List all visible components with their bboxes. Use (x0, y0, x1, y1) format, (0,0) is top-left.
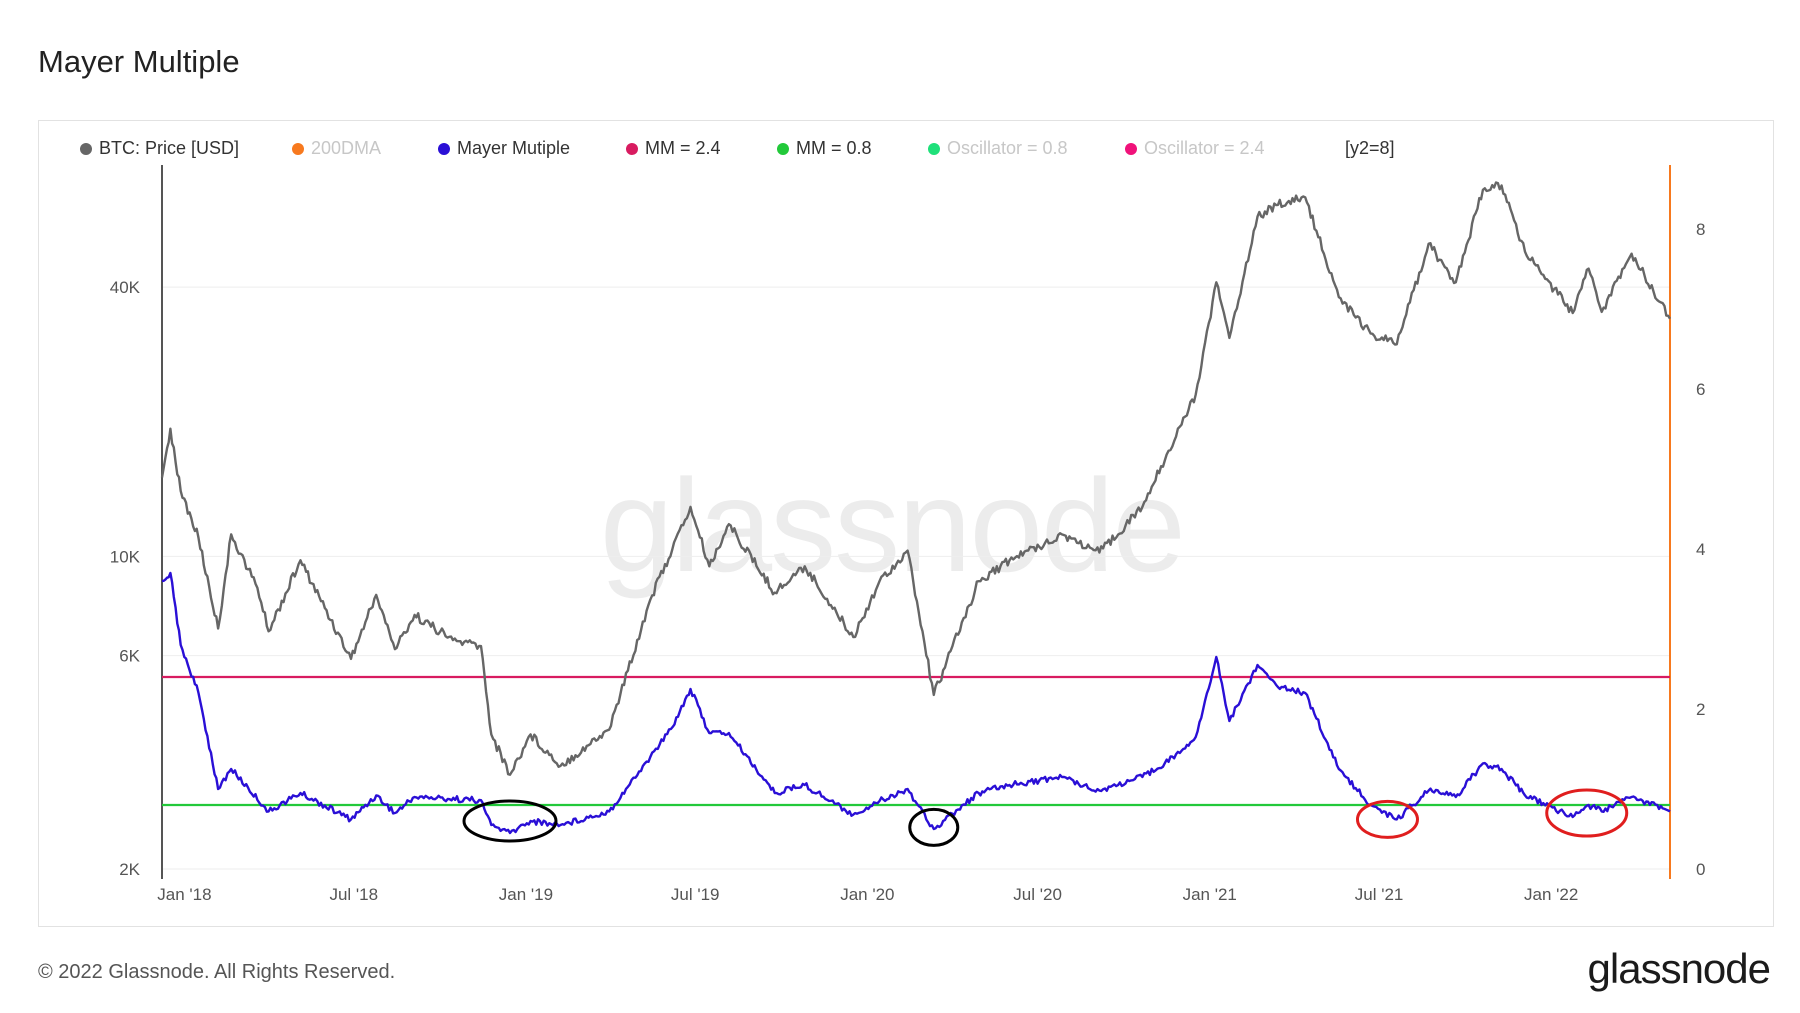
chart-frame (38, 120, 1774, 927)
legend-dot-icon (928, 142, 940, 155)
legend-item-oscillator-2-4[interactable]: Oscillator = 2.4 (1125, 138, 1265, 159)
legend-label: Oscillator = 0.8 (947, 138, 1068, 158)
legend-item-mm-0-8[interactable]: MM = 0.8 (777, 138, 872, 159)
legend-label: MM = 2.4 (645, 138, 721, 158)
legend-item-oscillator-0-8[interactable]: Oscillator = 0.8 (928, 138, 1068, 159)
footer-copyright: © 2022 Glassnode. All Rights Reserved. (38, 961, 396, 983)
legend-label: Mayer Mutiple (457, 138, 571, 158)
annotation-ellipse (908, 807, 960, 847)
legend-y2-note: [y2=8] (1345, 138, 1395, 158)
x-tick-label: Jan '18 (157, 885, 211, 904)
footer-logo: glassnode (1587, 945, 1771, 992)
legend-label: Oscillator = 2.4 (1144, 138, 1265, 158)
legend-label: BTC: Price [USD] (99, 138, 240, 158)
y-right-tick-label: 0 (1696, 860, 1705, 879)
legend-dot-icon (777, 142, 789, 155)
legend-item-mayer-multiple[interactable]: Mayer Mutiple (438, 138, 570, 159)
legend-dot-icon (1125, 142, 1137, 155)
x-tick-label: Jul '21 (1355, 885, 1404, 904)
legend-item-mm-2-4[interactable]: MM = 2.4 (626, 138, 721, 159)
y-left-tick-label: 2K (119, 860, 140, 879)
x-tick-label: Jul '20 (1013, 885, 1062, 904)
y-left-tick-label: 6K (119, 647, 140, 666)
legend-dot-icon (438, 142, 450, 155)
x-tick-label: Jan '20 (840, 885, 894, 904)
legend-item-200dma[interactable]: 200DMA (292, 138, 381, 159)
x-tick-label: Jan '21 (1183, 885, 1237, 904)
annotation-ellipse (1545, 788, 1629, 838)
legend-dot-icon (626, 142, 638, 155)
page-title: Mayer Multiple (38, 44, 240, 79)
legend-label: MM = 0.8 (796, 138, 872, 158)
x-tick-label: Jul '19 (671, 885, 720, 904)
y-left-tick-label: 10K (110, 547, 141, 566)
annotation-ellipse (462, 799, 558, 843)
legend-label: 200DMA (311, 138, 382, 158)
x-tick-label: Jul '18 (329, 885, 378, 904)
y-right-tick-label: 2 (1696, 700, 1705, 719)
y-right-tick-label: 6 (1696, 380, 1705, 399)
x-tick-label: Jan '22 (1524, 885, 1578, 904)
legend-dot-icon (292, 142, 304, 155)
y-right-tick-label: 8 (1696, 220, 1705, 239)
legend-dot-icon (80, 142, 92, 155)
y-right-tick-label: 4 (1696, 540, 1705, 559)
series-line-mayer-mutiple (161, 571, 1671, 835)
annotation-ellipse (1355, 799, 1419, 839)
y-left-tick-label: 40K (110, 278, 141, 297)
series-line-btc-price-usd- (160, 181, 1672, 776)
x-tick-label: Jan '19 (499, 885, 553, 904)
legend-item-price[interactable]: BTC: Price [USD] (80, 138, 239, 159)
